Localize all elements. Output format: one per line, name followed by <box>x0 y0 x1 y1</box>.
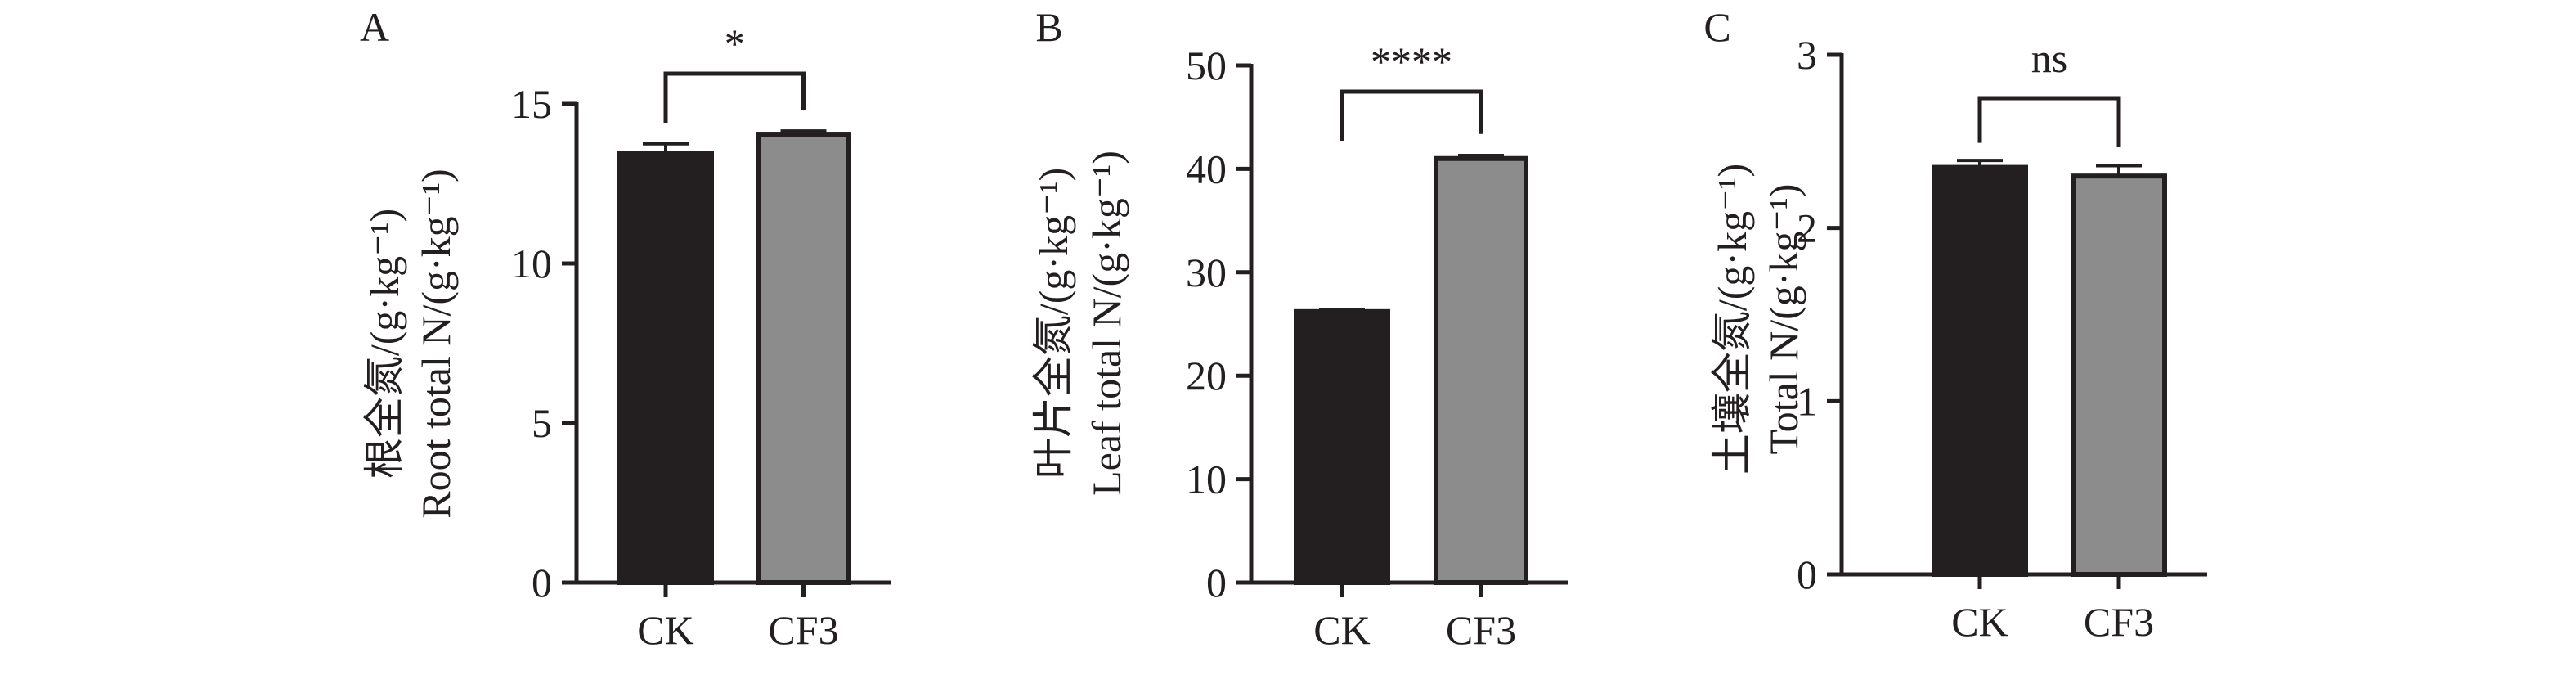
y-tick-label: 15 <box>511 81 552 127</box>
y-tick-label: 0 <box>532 560 552 605</box>
bar-ck <box>617 151 714 585</box>
y-tick-label: 50 <box>1186 43 1227 88</box>
y-axis-label-en: Leaf total N/(g·kg⁻¹) <box>1084 151 1129 496</box>
bar-cf3 <box>756 132 851 586</box>
x-tick-label: CF3 <box>768 607 838 653</box>
significance-label: * <box>725 20 745 66</box>
y-tick-label: 40 <box>1186 146 1227 191</box>
y-tick-label: 5 <box>532 400 552 446</box>
y-tick-label: 0 <box>1797 551 1817 597</box>
x-tick-label: CK <box>637 607 693 653</box>
y-axis-label-cn: 叶片全氮/(g·kg⁻¹) <box>1030 168 1076 479</box>
y-axis-label-en: Total N/(g·kg⁻¹) <box>1761 184 1806 455</box>
y-axis-label-cn: 根全氮/(g·kg⁻¹) <box>361 209 407 479</box>
panel-letter: B <box>1035 4 1062 50</box>
panel-letter: A <box>360 4 389 50</box>
y-axis-label-en: Root total N/(g·kg⁻¹) <box>413 169 459 518</box>
x-tick-label: CK <box>1313 607 1370 653</box>
y-tick-label: 0 <box>1206 560 1227 605</box>
bar-cf3 <box>2071 173 2167 578</box>
bar-ck <box>1932 164 2028 577</box>
x-tick-label: CF3 <box>2084 599 2154 645</box>
y-tick-label: 20 <box>1186 353 1227 398</box>
significance-bracket <box>1977 96 2121 147</box>
y-tick-label: 3 <box>1797 32 1817 78</box>
significance-label: ns <box>2031 35 2067 81</box>
y-axis-label-cn: 土壤全氮/(g·kg⁻¹) <box>1709 164 1755 475</box>
bar-cf3 <box>1434 155 1528 585</box>
y-tick-label: 10 <box>511 241 552 286</box>
panel-letter: C <box>1703 4 1730 50</box>
y-tick-label: 10 <box>1186 457 1227 502</box>
x-tick-label: CK <box>1951 599 2008 645</box>
x-tick-label: CF3 <box>1446 607 1516 653</box>
chart-panel-a: A 0 5 10 15 CK CF3 * 根全氮/(g·kg⁻¹) Root total N/(g… <box>360 4 891 653</box>
significance-label: **** <box>1371 38 1452 84</box>
y-tick-label: 30 <box>1186 250 1227 295</box>
y-tick-label: 2 <box>1797 205 1817 251</box>
chart-panel-c: C 0 1 2 3 CK CF3 ns 土壤全氮/(g·kg⁻¹) Total N/(g·kg⁻¹… <box>1703 4 2207 645</box>
bar-ck <box>1294 308 1390 585</box>
significance-bracket <box>663 71 806 123</box>
significance-bracket <box>1340 89 1483 141</box>
y-tick-label: 1 <box>1797 378 1817 424</box>
chart-panel-b: B 0 10 20 30 40 50 CK CF3 **** 叶片全氮/(g·kg⁻¹) Leaf t… <box>1030 4 1568 653</box>
